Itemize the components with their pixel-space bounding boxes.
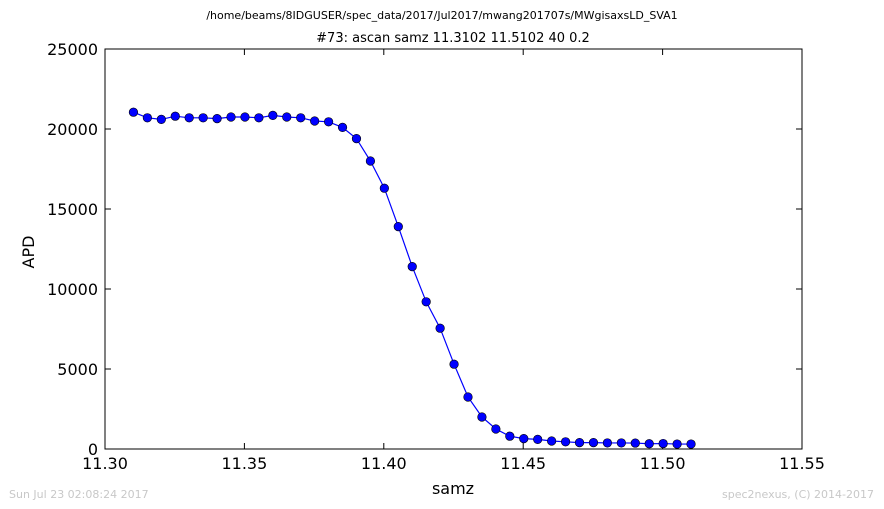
y-tick-label: 25000 (47, 40, 98, 59)
data-point (379, 183, 389, 193)
data-point (644, 439, 654, 449)
y-tick-label: 15000 (47, 200, 98, 219)
footer-credit: spec2nexus, (C) 2014-2017 (722, 488, 874, 501)
data-point (128, 107, 139, 117)
data-point (156, 114, 166, 124)
x-tick-label: 11.40 (361, 454, 407, 473)
data-point (463, 392, 473, 402)
data-point (254, 113, 264, 123)
data-point (477, 412, 487, 422)
footer-timestamp: Sun Jul 23 02:08:24 2017 (9, 488, 149, 501)
data-point (435, 323, 445, 333)
data-point (686, 439, 696, 449)
y-tick-label: 10000 (47, 280, 98, 299)
file-path-label: /home/beams/8IDGUSER/spec_data/2017/Jul2… (206, 9, 677, 22)
data-point (198, 113, 208, 123)
data-point (268, 110, 278, 120)
data-point (421, 297, 431, 307)
data-point (533, 434, 543, 445)
x-tick-label: 11.55 (779, 454, 825, 473)
data-point (616, 438, 626, 448)
data-point (602, 438, 612, 448)
data-point (282, 112, 292, 122)
x-tick-label: 11.30 (82, 454, 128, 473)
data-point (296, 113, 306, 123)
chart-title: #73: ascan samz 11.3102 11.5102 40 0.2 (316, 31, 590, 46)
data-point (365, 156, 376, 166)
data-point (226, 112, 236, 122)
data-point (337, 122, 348, 132)
data-point (574, 438, 585, 448)
data-point (142, 113, 152, 123)
data-point (658, 438, 668, 449)
data-point (212, 113, 222, 124)
data-point (393, 222, 403, 232)
y-tick-label: 20000 (47, 120, 98, 139)
plot-area-frame (104, 48, 803, 450)
x-axis-label: samz (432, 479, 474, 498)
x-tick-label: 11.45 (500, 454, 546, 473)
x-tick-label: 11.50 (640, 454, 686, 473)
data-point (630, 438, 640, 448)
data-point (351, 134, 362, 144)
y-tick-label: 5000 (57, 360, 98, 379)
y-tick-label: 0 (88, 440, 98, 459)
data-point (407, 262, 417, 272)
data-point (505, 431, 515, 441)
data-series (128, 107, 696, 449)
data-point (449, 359, 459, 369)
data-point (547, 436, 557, 446)
y-axis-label: APD (19, 236, 38, 269)
data-point (491, 424, 501, 434)
data-point (170, 111, 180, 121)
data-point (560, 437, 571, 447)
x-tick-label: 11.35 (221, 454, 267, 473)
series-line (133, 111, 692, 445)
data-point (672, 439, 682, 449)
data-point (588, 438, 599, 448)
axis-ticks: 11.30 11.35 11.40 11.45 11.50 11.55 0 5000 10000… (47, 40, 825, 473)
data-point (184, 113, 194, 123)
data-point (323, 117, 334, 127)
data-point (310, 116, 320, 126)
data-point (519, 434, 529, 444)
data-point (240, 112, 250, 122)
